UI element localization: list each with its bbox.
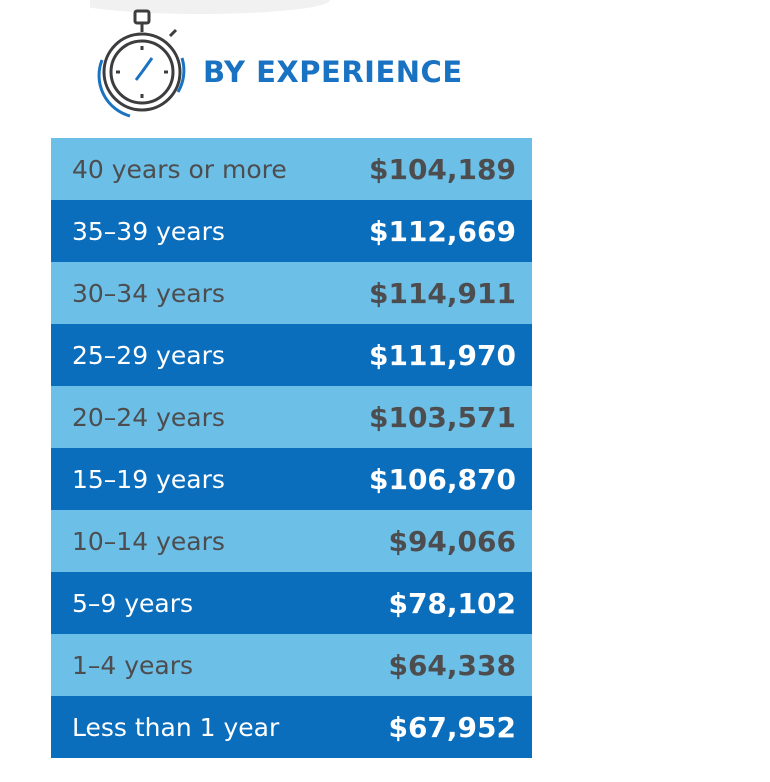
experience-label: 1–4 years [72, 650, 194, 680]
table-row: 35–39 years $112,669 [51, 200, 532, 262]
salary-value: $64,338 [388, 648, 516, 682]
salary-table: 40 years or more $104,189 35–39 years $112,… [51, 138, 532, 758]
salary-value: $106,870 [368, 462, 516, 496]
table-row: 10–14 years $94,066 [51, 510, 532, 572]
experience-label: 25–29 years [72, 340, 225, 370]
stopwatch-icon [90, 0, 330, 118]
table-row: 20–24 years $103,571 [51, 386, 532, 448]
experience-label: 30–34 years [72, 278, 225, 308]
salary-value: $103,571 [368, 400, 516, 434]
experience-label: 5–9 years [72, 588, 194, 618]
table-row: 15–19 years $106,870 [51, 448, 532, 510]
salary-value: $94,066 [388, 524, 516, 558]
experience-label: 20–24 years [72, 402, 225, 432]
experience-label: 10–14 years [72, 526, 225, 556]
table-row: 25–29 years $111,970 [51, 324, 532, 386]
salary-value: $78,102 [388, 586, 516, 620]
salary-value: $111,970 [368, 338, 516, 372]
experience-label: 40 years or more [72, 154, 287, 184]
experience-label: 35–39 years [72, 216, 225, 246]
salary-value: $112,669 [368, 214, 516, 248]
experience-label: 15–19 years [72, 464, 225, 494]
section-title: BY EXPERIENCE [203, 55, 463, 89]
table-row: 5–9 years $78,102 [51, 572, 532, 634]
salary-value: $114,911 [368, 276, 516, 310]
table-row: 1–4 years $64,338 [51, 634, 532, 696]
salary-value: $104,189 [368, 152, 516, 186]
table-row: 30–34 years $114,911 [51, 262, 532, 324]
table-row: 40 years or more $104,189 [51, 138, 532, 200]
table-row: Less than 1 year $67,952 [51, 696, 532, 758]
experience-label: Less than 1 year [72, 712, 280, 742]
salary-value: $67,952 [388, 710, 516, 744]
